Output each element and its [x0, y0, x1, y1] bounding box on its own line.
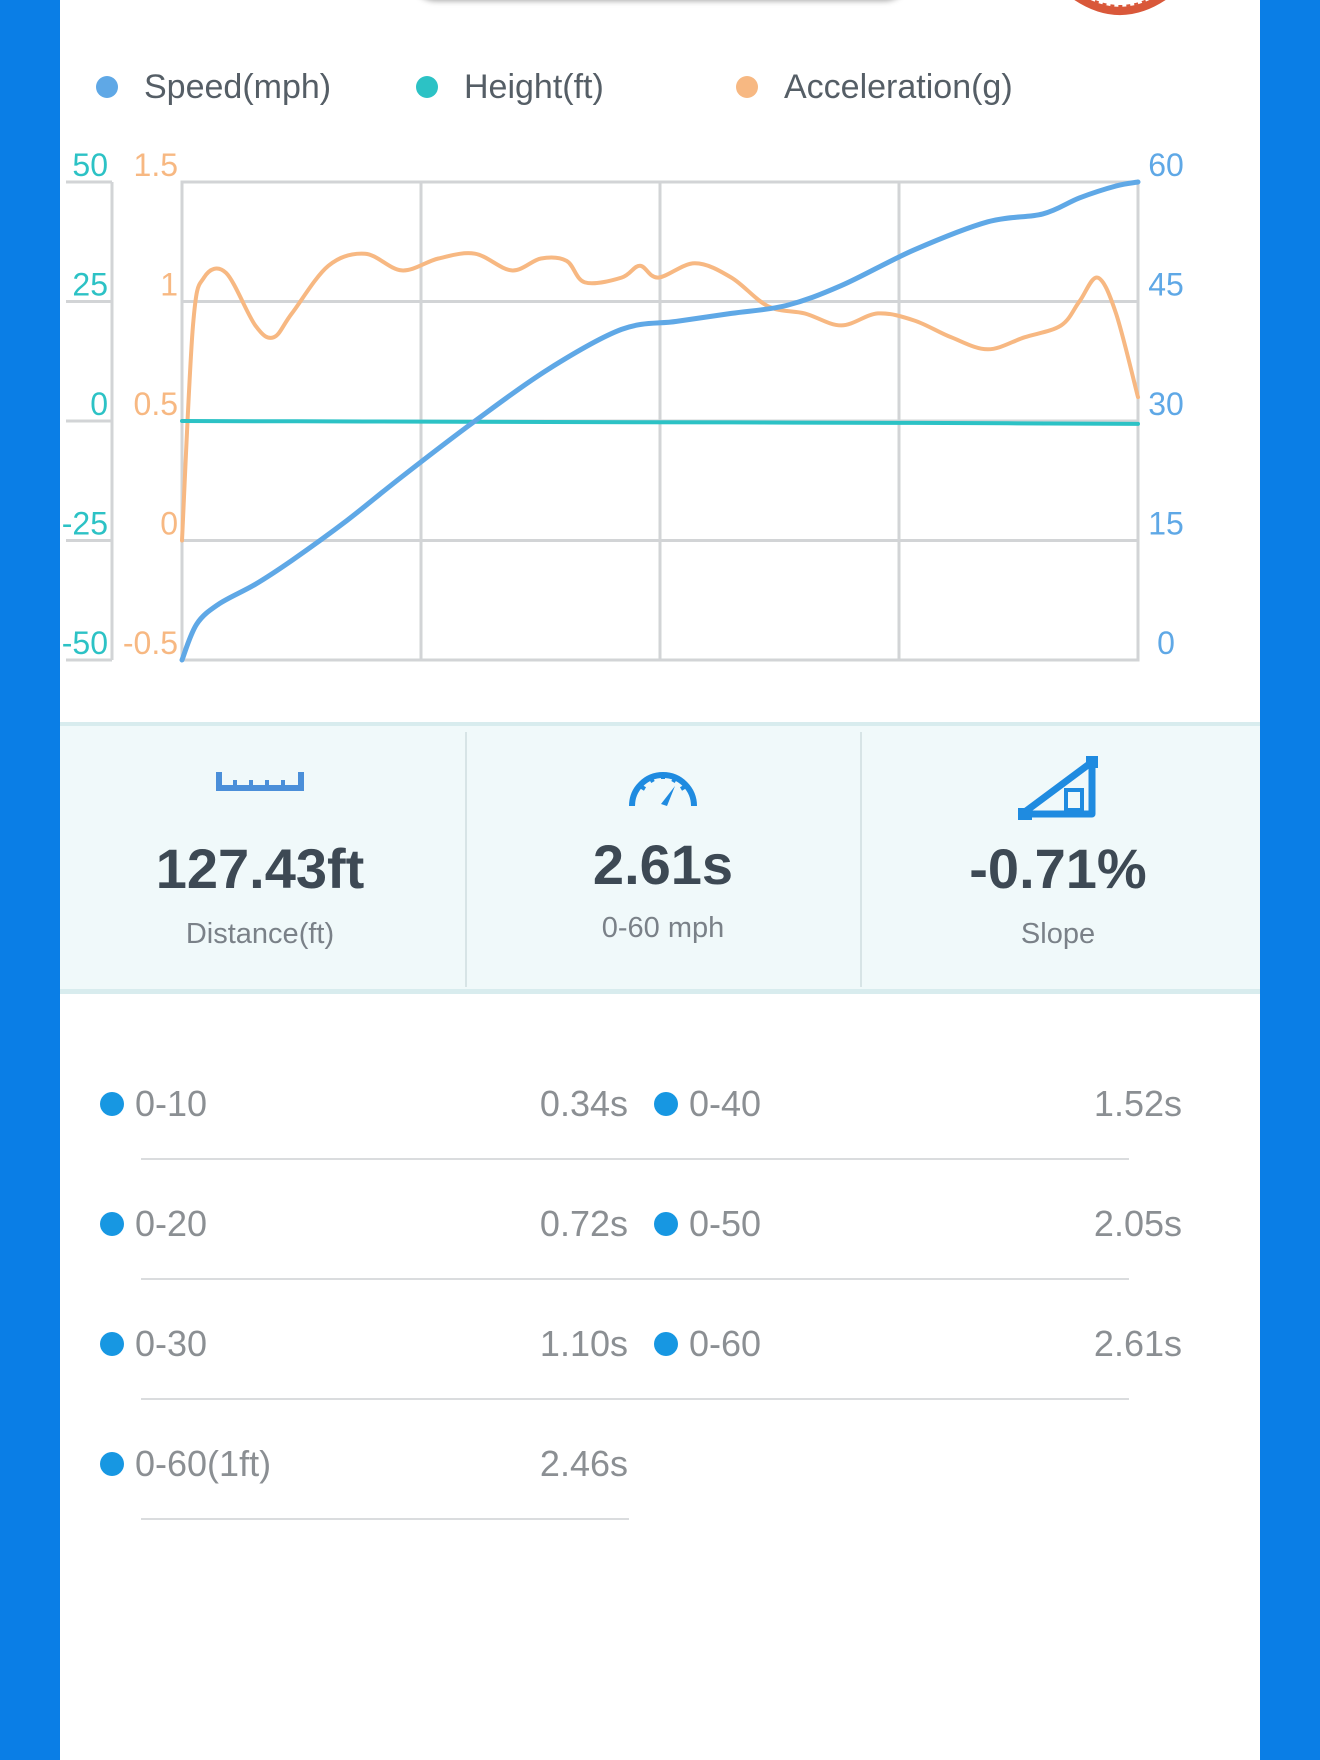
legend-label-acceleration: Acceleration(g) — [784, 67, 1013, 106]
row-separator — [141, 1158, 1129, 1160]
bullet-icon — [100, 1212, 124, 1236]
speed-tick-label: 45 — [1148, 267, 1184, 303]
bullet-icon — [654, 1332, 678, 1356]
time-row[interactable]: 0-10 0.34s — [60, 1074, 628, 1134]
slope-icon — [1018, 756, 1098, 820]
time-value: 1.52s — [1093, 1083, 1182, 1124]
bullet-icon — [100, 1092, 124, 1116]
legend-item-speed[interactable]: Speed(mph) — [96, 62, 331, 112]
acceleration-tick-label: 0.5 — [134, 386, 178, 422]
speed-tick-label: 15 — [1148, 506, 1184, 542]
legend-item-height[interactable]: Height(ft) — [416, 62, 604, 112]
time-label: 0-60(1ft) — [135, 1443, 272, 1484]
bullet-icon — [100, 1452, 124, 1476]
speed-tick-label: 30 — [1148, 386, 1184, 422]
time-row[interactable]: 0-20 0.72s — [60, 1194, 628, 1254]
bullet-icon — [654, 1092, 678, 1116]
zero-to-sixty-label: 0-60 mph — [601, 912, 725, 944]
acceleration-tick-label: 0 — [160, 506, 178, 542]
row-separator — [141, 1278, 1129, 1280]
app-screen: Speed(mph) Height(ft) Acceleration(g) 50… — [60, 0, 1260, 1760]
time-row[interactable]: 0-30 1.10s — [60, 1314, 628, 1374]
legend-item-acceleration[interactable]: Acceleration(g) — [736, 62, 1013, 112]
speed-tick-label: 0 — [1157, 625, 1175, 661]
row-separator — [141, 1398, 1129, 1400]
time-label: 0-50 — [689, 1203, 762, 1244]
acceleration-tick-label: 1.5 — [134, 147, 178, 183]
legend-label-height: Height(ft) — [464, 67, 604, 106]
chart-tick-labels: 50 25 0 -25 -50 1.5 1 0.5 0 -0.5 60 45 30 15 0 — [62, 147, 1184, 661]
slope-value: -0.71% — [969, 837, 1147, 900]
height-tick-label: -50 — [62, 625, 108, 661]
acceleration-series-line — [180, 251, 1140, 543]
time-label: 0-40 — [689, 1083, 762, 1124]
time-label: 0-10 — [135, 1083, 208, 1124]
summary-stats-panel: 127.43ft Distance(ft) 2.61s 0-60 mph -0.… — [60, 722, 1260, 994]
performance-chart: 50 25 0 -25 -50 1.5 1 0.5 0 -0.5 60 45 30 15 0 — [62, 147, 1184, 663]
legend-label-speed: Speed(mph) — [144, 67, 332, 106]
stat-zero-to-sixty: 2.61s 0-60 mph — [463, 726, 863, 990]
legend-dot-speed — [96, 76, 118, 98]
time-value: 1.10s — [539, 1323, 628, 1364]
speed-series-line — [179, 179, 1141, 663]
height-tick-label: 0 — [90, 386, 108, 422]
height-tick-label: -25 — [62, 506, 108, 542]
chart-legend: Speed(mph) Height(ft) Acceleration(g) — [60, 62, 1260, 112]
time-value: 2.05s — [1093, 1203, 1182, 1244]
time-row[interactable]: 0-50 2.05s — [654, 1194, 1182, 1254]
time-label: 0-20 — [135, 1203, 208, 1244]
chart-series — [179, 179, 1141, 663]
time-value: 0.34s — [539, 1083, 628, 1124]
speed-tick-label: 60 — [1148, 147, 1184, 183]
distance-label: Distance(ft) — [185, 918, 335, 950]
stat-divider — [465, 732, 467, 987]
height-series-line — [180, 419, 1140, 426]
stat-slope: -0.71% Slope — [858, 726, 1258, 990]
zero-to-sixty-value: 2.61s — [592, 833, 734, 896]
time-label: 0-60 — [689, 1323, 762, 1364]
bullet-icon — [654, 1212, 678, 1236]
acceleration-tick-label: -0.5 — [123, 625, 178, 661]
stat-distance: 127.43ft Distance(ft) — [60, 726, 460, 990]
speedometer-icon — [629, 772, 697, 807]
row-separator — [141, 1518, 629, 1520]
slope-label: Slope — [1020, 918, 1096, 950]
time-row[interactable]: 0-40 1.52s — [654, 1074, 1182, 1134]
time-value: 0.72s — [539, 1203, 628, 1244]
legend-dot-acceleration — [736, 76, 758, 98]
ruler-icon — [216, 772, 304, 791]
stat-divider — [860, 732, 862, 987]
height-tick-label: 50 — [72, 147, 108, 183]
time-row[interactable]: 0-60(1ft) 2.46s — [60, 1434, 628, 1494]
time-value: 2.46s — [539, 1443, 628, 1484]
distance-value: 127.43ft — [155, 837, 365, 900]
acceleration-tick-label: 1 — [160, 267, 178, 303]
bullet-icon — [100, 1332, 124, 1356]
badge-icon — [1074, 0, 1166, 15]
legend-dot-height — [416, 76, 438, 98]
time-label: 0-30 — [135, 1323, 208, 1364]
height-tick-label: 25 — [72, 267, 108, 303]
time-row[interactable]: 0-60 2.61s — [654, 1314, 1182, 1374]
time-value: 2.61s — [1093, 1323, 1182, 1364]
